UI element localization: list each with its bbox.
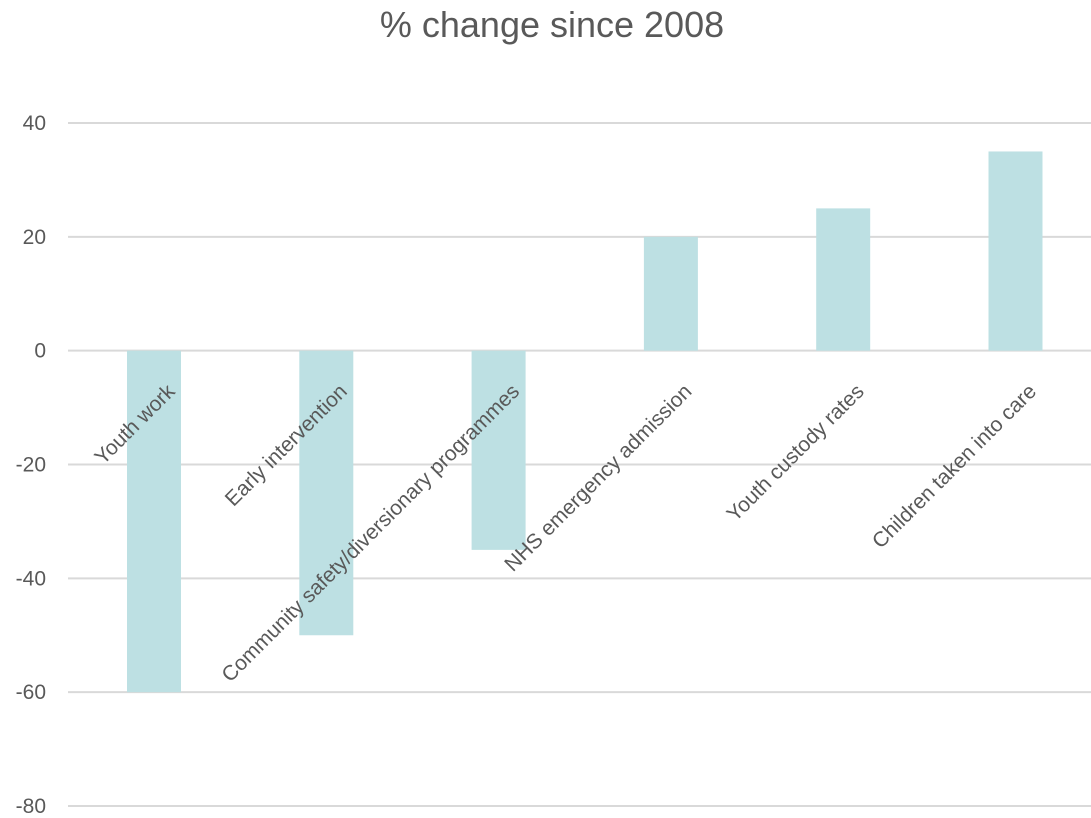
category-label: NHS emergency admission	[500, 380, 696, 576]
gridlines	[68, 122, 1091, 807]
bar	[299, 350, 354, 636]
y-tick-label: 0	[34, 340, 46, 363]
bars	[127, 151, 1043, 693]
category-label: Children taken into care	[868, 380, 1041, 553]
y-axis-ticks: 40 20 0 -20 -40 -60 -80	[16, 112, 46, 818]
y-tick-label: 20	[23, 226, 46, 249]
bar	[643, 236, 698, 351]
bar	[988, 151, 1043, 351]
chart-title: % change since 2008	[379, 4, 725, 45]
y-tick-label: -80	[16, 795, 46, 818]
y-tick-label: -60	[16, 681, 46, 704]
bar	[471, 350, 526, 550]
bar	[127, 350, 181, 693]
y-tick-label: -20	[16, 454, 46, 477]
y-tick-label: 40	[23, 112, 46, 135]
bar	[816, 208, 871, 351]
category-label: Youth custody rates	[723, 380, 869, 526]
y-tick-label: -40	[16, 567, 46, 590]
